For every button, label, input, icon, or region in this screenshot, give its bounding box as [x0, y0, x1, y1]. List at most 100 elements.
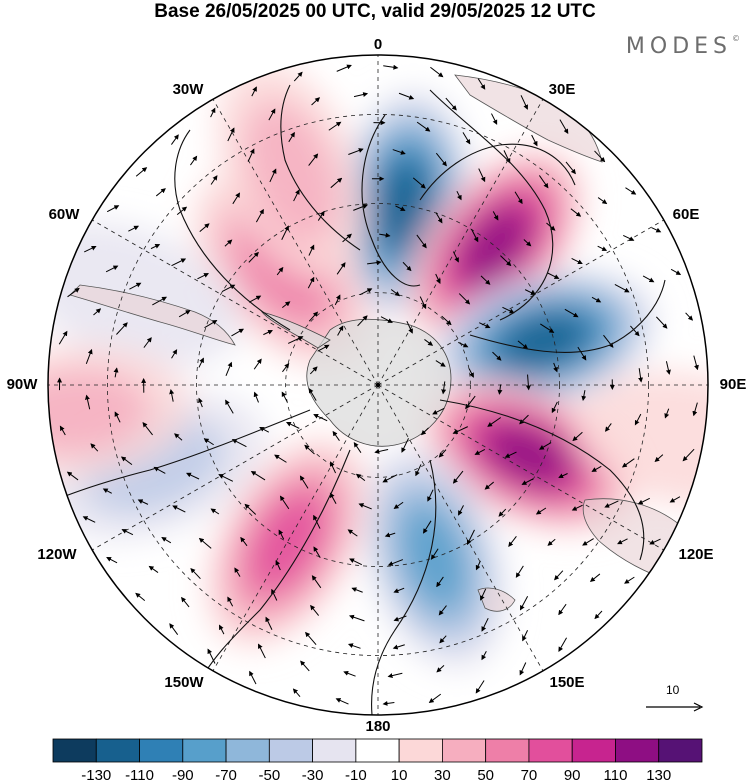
- lon-label-60w: 60W: [48, 206, 80, 223]
- anomaly-blob: [48, 369, 149, 454]
- wind-arrow: [135, 592, 146, 601]
- wind-arrow: [474, 449, 486, 455]
- wind-arrow: [481, 651, 487, 661]
- wind-vectors: [57, 64, 699, 706]
- wind-arrow: [665, 361, 671, 375]
- wind-arrow: [430, 548, 439, 560]
- lon-label-150w: 150W: [164, 674, 204, 691]
- wind-arrow: [148, 565, 159, 573]
- wind-arrow: [466, 529, 475, 546]
- wind-arrow: [514, 191, 523, 205]
- wind-arrow: [313, 414, 328, 422]
- wind-arrow: [305, 631, 317, 645]
- colorbar-swatch: [312, 738, 357, 763]
- wind-arrow: [524, 289, 536, 295]
- wind-arrow: [225, 399, 234, 414]
- wind-arrow: [581, 390, 587, 401]
- wind-arrow: [244, 503, 257, 515]
- wind-arrow: [282, 362, 290, 373]
- wind-arrow: [423, 520, 432, 534]
- wind-arrow: [285, 421, 300, 429]
- wind-arrow: [171, 134, 179, 145]
- wind-arrow: [348, 148, 364, 155]
- wind-arrow: [395, 205, 406, 211]
- wind-arrow: [558, 473, 568, 479]
- wind-arrow: [436, 665, 445, 673]
- wind-arrow: [693, 355, 699, 371]
- wind-arrow: [219, 624, 225, 635]
- wind-arrow: [106, 205, 120, 213]
- wind-arrow: [519, 414, 529, 425]
- lon-label-90w: 90W: [6, 376, 38, 393]
- wind-arrow: [649, 538, 661, 545]
- wind-arrow: [682, 448, 695, 462]
- wind-arrow: [553, 362, 558, 373]
- wind-arrow: [419, 296, 427, 310]
- wind-arrow: [248, 251, 259, 263]
- wind-arrow: [479, 322, 491, 329]
- wind-arrow: [59, 425, 66, 436]
- wind-arrow: [621, 458, 635, 468]
- wind-arrow: [594, 610, 603, 620]
- wind-arrow: [66, 471, 79, 481]
- colorbar-tick-label: 90: [564, 767, 581, 783]
- wind-arrow: [278, 529, 285, 540]
- wind-arrow: [531, 134, 538, 147]
- wind-arrow: [604, 500, 619, 508]
- wind-arrow: [634, 413, 642, 426]
- wind-arrow: [231, 439, 247, 448]
- wind-arrow: [594, 150, 606, 163]
- wind-arrow: [353, 92, 369, 98]
- wind-arrow: [559, 119, 569, 135]
- wind-arrow: [247, 148, 255, 162]
- wind-arrow: [415, 464, 422, 477]
- wind-arrow: [336, 262, 346, 275]
- wind-arrow: [669, 496, 681, 503]
- wind-arrow: [436, 576, 444, 588]
- wind-arrow: [329, 492, 337, 505]
- wind-arrow: [547, 538, 556, 546]
- wind-arrow: [309, 366, 318, 375]
- wind-arrow: [210, 508, 220, 515]
- colorbar-tick-label: -130: [81, 767, 111, 783]
- wind-arrow: [379, 232, 391, 238]
- wind-arrow: [664, 408, 670, 419]
- wind-arrow: [441, 315, 452, 326]
- wind-arrow: [412, 177, 426, 189]
- wind-arrow: [171, 258, 187, 267]
- colorbar-swatch: [485, 738, 530, 763]
- landmasses: [69, 74, 686, 612]
- anomaly-blob: [499, 312, 589, 369]
- wind-arrow: [492, 211, 499, 221]
- wind-arrow: [498, 508, 507, 517]
- wind-arrow: [249, 670, 257, 685]
- wind-arrow: [374, 448, 389, 454]
- wind-arrow: [265, 616, 273, 630]
- wind-arrow: [207, 648, 216, 664]
- wind-arrow: [225, 361, 233, 376]
- wind-arrow: [481, 617, 489, 632]
- wind-arrow: [435, 152, 447, 167]
- streamline: [361, 114, 421, 287]
- wind-arrow: [387, 559, 404, 566]
- wind-arrow: [334, 294, 341, 306]
- wind-arrow: [210, 175, 218, 185]
- wind-arrow: [393, 587, 405, 593]
- wind-arrow: [589, 573, 601, 582]
- colorbar-swatch: [139, 738, 184, 763]
- brand-mark: ©: [732, 34, 740, 43]
- wind-arrow: [263, 329, 273, 336]
- wind-arrow: [279, 495, 290, 510]
- wind-arrow: [342, 233, 352, 243]
- wind-arrow: [432, 407, 445, 415]
- wind-arrow: [670, 268, 682, 275]
- wind-arrow: [293, 71, 303, 82]
- wind-arrow: [438, 449, 447, 458]
- wind-arrow: [349, 614, 365, 622]
- wind-arrow: [380, 316, 393, 323]
- streamline: [429, 89, 554, 321]
- wind-arrow: [142, 422, 153, 436]
- wind-arrow: [538, 442, 552, 450]
- wind-arrow: [317, 210, 325, 221]
- wind-arrow: [465, 395, 476, 410]
